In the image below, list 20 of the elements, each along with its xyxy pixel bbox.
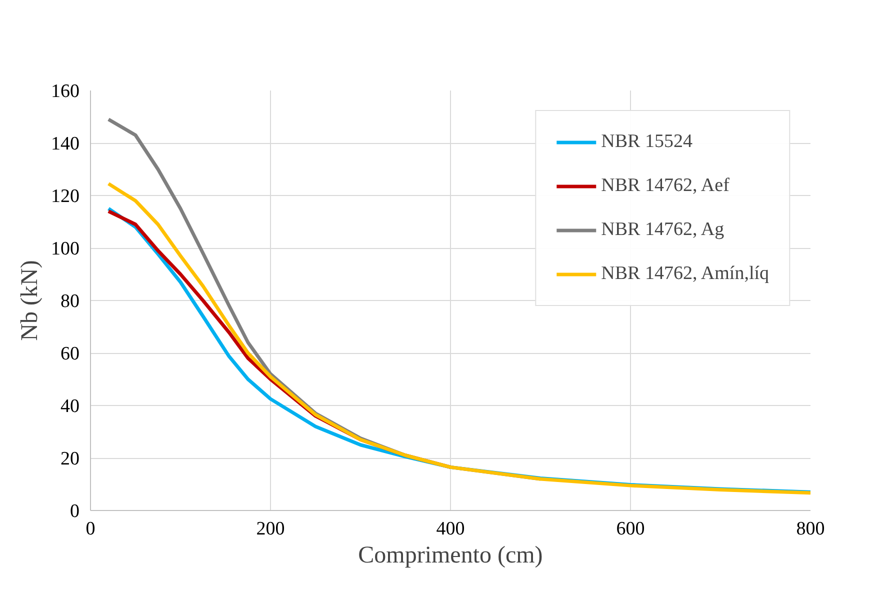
y-tick-label: 160 (51, 81, 80, 102)
legend-label: NBR 14762, Ag (601, 219, 724, 241)
legend-label: NBR 15524 (601, 131, 692, 153)
x-tick-label: 400 (436, 518, 465, 540)
y-tick-label: 20 (60, 448, 80, 470)
y-tick-label: 0 (70, 501, 80, 522)
y-axis-title: Nb (kN) (17, 260, 43, 341)
x-tick-label: 0 (86, 518, 96, 540)
x-tick-label: 800 (796, 518, 825, 540)
legend-label: NBR 14762, Aef (601, 175, 730, 197)
x-tick-label: 600 (616, 518, 645, 540)
legend-label: NBR 14762, Amín,líq (601, 263, 769, 285)
y-tick-label: 80 (60, 291, 80, 312)
y-tick-label: 40 (60, 396, 80, 417)
x-axis-title: Comprimento (cm) (358, 542, 543, 568)
y-tick-label: 60 (60, 344, 80, 364)
y-tick-label: 120 (51, 186, 80, 207)
y-tick-label: 100 (51, 238, 80, 260)
x-tick-label: 200 (256, 518, 285, 540)
y-tick-label: 140 (51, 134, 80, 154)
